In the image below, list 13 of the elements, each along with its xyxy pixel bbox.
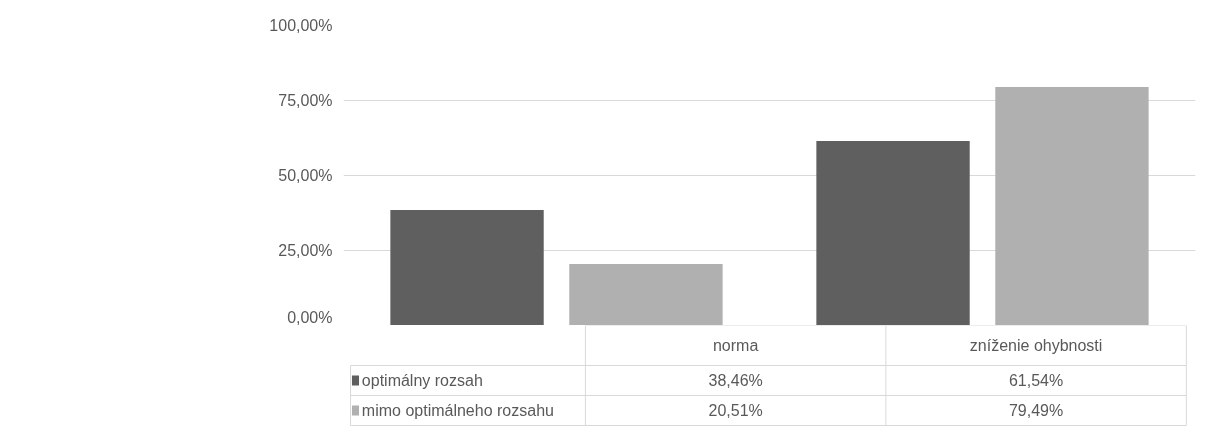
y-tick-label: 100,00% (269, 17, 333, 34)
y-tick-label: 75,00% (278, 92, 333, 109)
data-label: 79,49% (1008, 402, 1064, 419)
x-tick-label: norma (712, 337, 759, 354)
y-tick-label: 50,00% (278, 167, 333, 184)
legend-label: optimálny rozsah (361, 372, 483, 389)
y-tick-label: 0,00% (287, 308, 333, 326)
data-label: 38,46% (708, 372, 763, 389)
legend-label: mimo optimálneho rozsahu (361, 402, 554, 419)
x-tick-label: zníženie ohybnosti (969, 337, 1103, 354)
data-label: 61,54% (1008, 372, 1064, 389)
y-tick-label: 25,00% (278, 242, 333, 259)
data-label: 20,51% (708, 402, 763, 419)
